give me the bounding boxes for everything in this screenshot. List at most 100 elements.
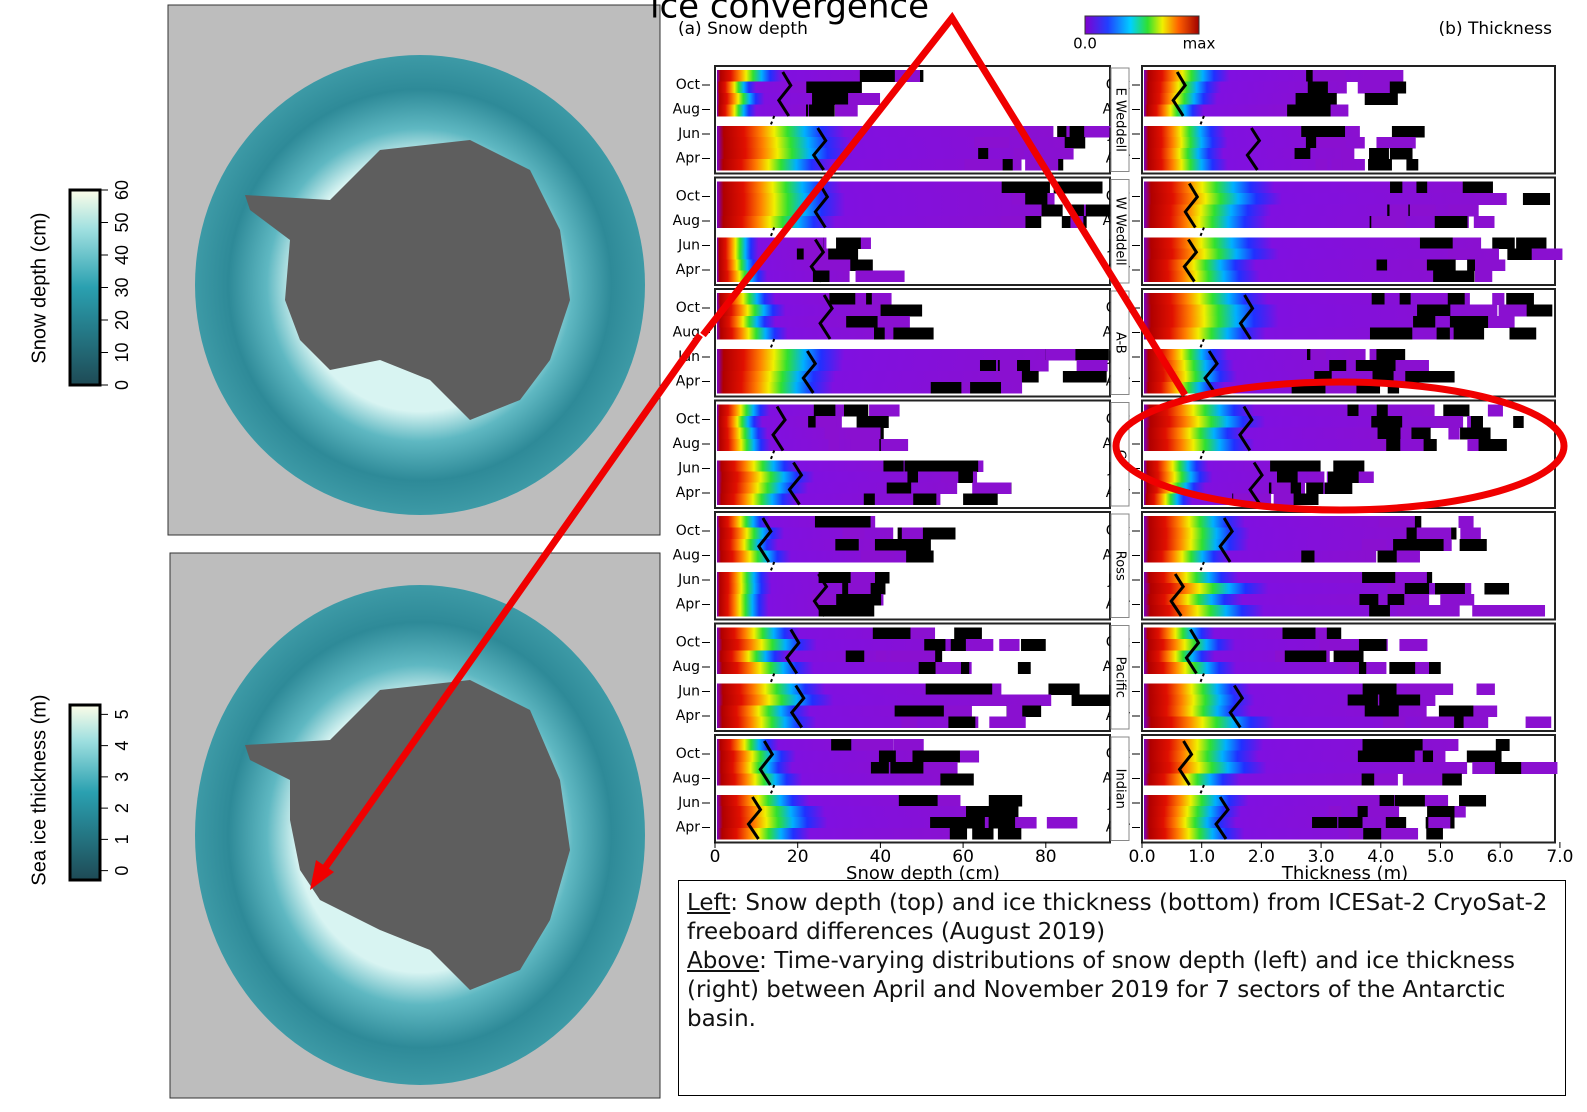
sparse-cell [1000,360,1017,372]
sparse-cell [848,93,880,105]
sparse-cell [966,806,994,818]
sparse-cell [1366,551,1376,563]
sparse-cell [1369,148,1389,160]
distribution-band [717,205,1054,217]
distribution-band [717,695,1024,707]
sparse-cell [1378,428,1401,440]
distribution-band [1144,249,1499,261]
month-label: Oct [676,635,701,651]
sparse-cell [1397,605,1410,617]
distribution-band [717,182,1045,194]
colorbar-tick-label: 40 [112,245,132,265]
sparse-cell [1443,405,1468,417]
sparse-cell [1421,238,1453,250]
sparse-cell [875,572,889,584]
sparse-cell [923,762,957,774]
sparse-cell [907,472,918,484]
sparse-cell [954,628,982,640]
distribution-band [717,271,850,283]
sparse-cell [850,260,873,272]
sparse-cell [1526,717,1552,729]
sparse-cell [1377,260,1388,272]
sparse-cell [1405,583,1429,595]
distribution-band [1144,316,1499,328]
sparse-cell [1358,806,1368,818]
sparse-cell [867,70,895,82]
colorbar-label: Sea ice thickness (m) [28,694,50,885]
x-tick-label: 1.0 [1188,847,1215,867]
distribution-band [717,528,893,540]
sparse-cell [944,774,974,786]
sparse-cell [1404,594,1429,606]
panel-title: (b) Thickness [1439,19,1553,39]
sparse-cell [849,605,859,617]
sparse-cell [974,684,992,696]
sparse-cell [919,662,936,674]
month-label: Jun [677,572,700,588]
distribution-band [1144,416,1463,428]
sparse-cell [1306,137,1316,149]
sparse-cell [1075,349,1108,361]
sparse-cell [1329,360,1346,372]
x-tick-label: 6.0 [1487,847,1514,867]
x-tick-label: 7.0 [1546,847,1573,867]
sparse-cell [1377,405,1388,417]
month-label: Apr [676,262,700,278]
sparse-cell [1334,651,1364,663]
distribution-band [717,349,1053,361]
sparse-cell [1294,494,1319,506]
sparse-cell [946,706,972,718]
distribution-band [717,193,1055,205]
sparse-cell [1330,472,1359,484]
sparse-cell [864,594,881,606]
sparse-cell [1459,516,1474,528]
sparse-cell [1399,639,1427,651]
sparse-cell [1356,360,1375,372]
sparse-cell [836,238,861,250]
sparse-cell [1506,293,1534,305]
sparse-cell [1474,216,1495,228]
sparse-cell [825,428,839,440]
month-label: Aug [673,436,700,452]
sparse-cell [1390,182,1402,194]
month-label: Apr [676,485,700,501]
sparse-cell [883,461,903,473]
sparse-cell [1371,216,1406,228]
sparse-cell [1406,159,1418,171]
sparse-cell [1025,216,1041,228]
sparse-cell [1499,305,1527,317]
sparse-cell [1301,126,1330,138]
distribution-band [1144,349,1366,361]
distribution-band [717,105,820,117]
sector-label: W Weddell [1113,197,1128,266]
sparse-cell [1390,148,1404,160]
sparse-cell [1347,405,1358,417]
month-label: Aug [673,102,700,118]
month-label: Jun [677,126,700,142]
sparse-cell [931,382,962,394]
sparse-cell [1347,662,1359,674]
sparse-cell [951,817,985,829]
scale-bar [1085,16,1199,34]
sparse-cell [1460,539,1487,551]
sparse-cell [1308,82,1328,94]
sparse-cell [1285,651,1317,663]
month-label: Aug [673,548,700,564]
sparse-cell [923,528,956,540]
sparse-cell [1416,182,1427,194]
slide: Snow depth (cm) Sea ice thickness (m) ic… [0,0,1587,1112]
sparse-cell [951,639,966,651]
sparse-cell [1368,159,1392,171]
sparse-cell [905,651,935,663]
sparse-cell [937,662,957,674]
sparse-cell [1371,416,1402,428]
x-tick-label: 80 [1035,847,1057,867]
sparse-cell [1400,293,1411,305]
sector-label: A-B [1113,332,1128,354]
sparse-cell [871,271,905,283]
thickness-map [170,553,660,1098]
sparse-cell [1525,193,1550,205]
sparse-cell [830,249,858,261]
sparse-cell [869,305,882,317]
x-tick-label: 40 [870,847,892,867]
